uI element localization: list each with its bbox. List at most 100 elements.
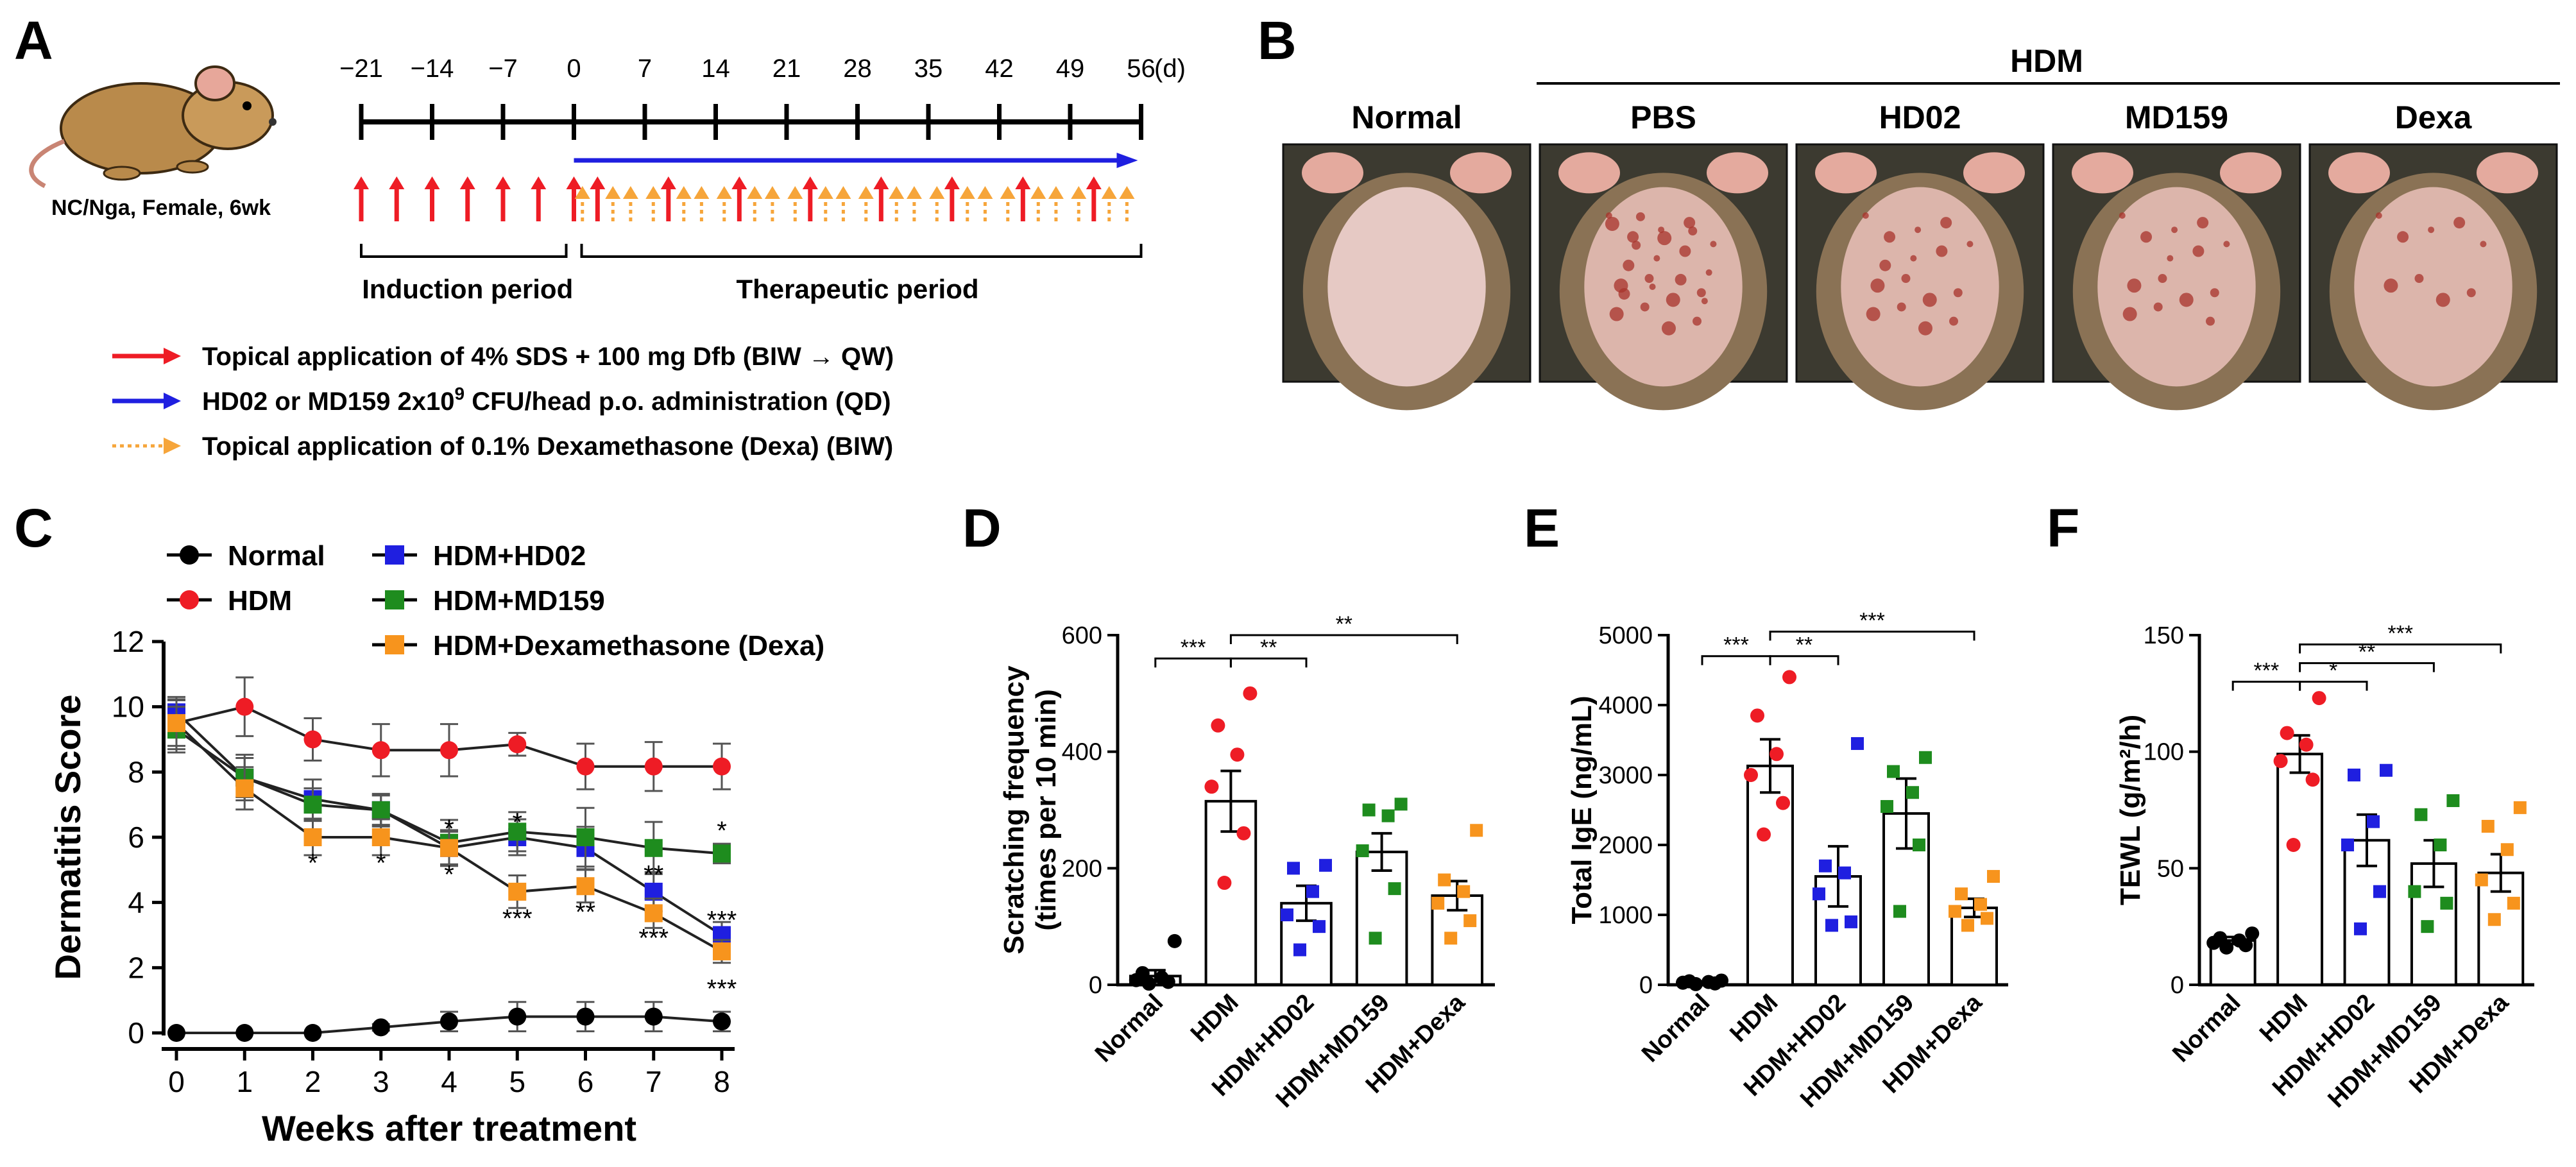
data-point [440, 839, 458, 857]
data-point [508, 735, 527, 754]
data-point [1776, 796, 1790, 810]
y-tick-label: 50 [2157, 855, 2184, 882]
x-tick-label: HDM [2255, 989, 2313, 1048]
y-tick-label: 10 [112, 690, 144, 724]
legend-label: Normal [228, 540, 325, 572]
photo-lesion [1627, 231, 1639, 243]
timeline-tick-label: 0 [567, 55, 581, 83]
data-point [2500, 843, 2514, 856]
photo-skin [2097, 187, 2256, 387]
data-point [1362, 803, 1376, 817]
timeline-tick-label: −7 [488, 55, 518, 83]
legend-marker [385, 635, 404, 654]
timeline-tick-label: 42 [985, 55, 1014, 83]
data-point [1750, 708, 1764, 723]
significance-label: ** [1796, 633, 1813, 658]
sds-arrow-head [944, 176, 960, 189]
data-point [1463, 914, 1477, 928]
photo-label: PBS [1630, 99, 1696, 135]
y-tick-label: 2000 [1598, 832, 1653, 859]
data-point [2305, 772, 2320, 787]
data-point [2446, 794, 2460, 807]
data-point [1906, 786, 1919, 799]
significance-star: * [376, 849, 386, 878]
data-point [2354, 922, 2367, 935]
dexa-arrow-head [645, 186, 661, 199]
photo-lesion [2158, 274, 2167, 284]
photo-lesion [1644, 274, 1654, 284]
data-point [371, 801, 390, 819]
photo-lesion [1901, 274, 1911, 284]
y-tick-label: 0 [1639, 972, 1653, 999]
data-point [576, 1007, 595, 1026]
photo-lesion [2192, 245, 2205, 257]
significance-bracket [1154, 657, 1232, 668]
photo-lesion [2428, 226, 2435, 234]
legend-text: Topical application of 4% SDS + 100 mg D… [202, 343, 894, 371]
photo-lesion [1679, 245, 1691, 257]
data-point [644, 839, 663, 857]
data-point [167, 1024, 185, 1042]
x-tick-label: HDM [1725, 989, 1783, 1048]
sds-arrow-head [495, 176, 511, 189]
sds-arrow-head [1086, 176, 1102, 189]
y-axis-label: TEWL (g/m²/h) [2115, 715, 2146, 905]
x-tick-label: Normal [2167, 989, 2246, 1068]
data-point [1819, 859, 1832, 873]
data-point [1961, 919, 1974, 932]
photo-lesion [1918, 321, 1932, 336]
data-point [1230, 747, 1245, 762]
photo-label: Dexa [2395, 99, 2473, 135]
data-point [576, 877, 595, 896]
data-point [1845, 915, 1857, 928]
hdm-group-header: HDM [2010, 43, 2083, 79]
panel-letter-a: A [14, 10, 53, 71]
data-point [1236, 826, 1251, 840]
photo-ear [2220, 152, 2282, 194]
data-point [1955, 887, 1968, 901]
significance-label: *** [1181, 635, 1206, 660]
dexa-arrow-head [605, 186, 621, 199]
dexa-arrow-head [929, 186, 945, 199]
data-point [1369, 932, 1382, 945]
data-point [303, 828, 322, 846]
significance-star: * [717, 817, 727, 845]
photo-lesion [1661, 321, 1676, 336]
photo-lesion [2210, 288, 2219, 298]
data-point [1470, 824, 1483, 837]
data-point [1744, 768, 1758, 782]
data-point [2286, 838, 2301, 852]
photo-lesion [1693, 316, 1702, 326]
data-point [1974, 898, 1987, 911]
data-point [1444, 932, 1458, 945]
legend-marker [385, 590, 404, 609]
significance-star: *** [707, 907, 737, 935]
panel-d: D 0 200 400 600 Scratching frequency (times p… [962, 498, 1495, 1113]
data-point [644, 1007, 663, 1026]
photo-lesion [2384, 278, 2398, 293]
data-point [1757, 827, 1771, 842]
data-point [1987, 870, 2000, 883]
data-point [1388, 882, 1401, 896]
dexa-arrow-head [574, 186, 590, 199]
panel-e: E 0 1000 2000 3000 4000 5000 Total IgE (ng/mL)… [1524, 498, 2008, 1113]
y-tick-label: 100 [2144, 739, 2184, 766]
data-point [2280, 726, 2294, 740]
mouse-photo [2308, 143, 2558, 411]
x-tick-label: 3 [373, 1065, 389, 1098]
photo-ear [2072, 152, 2133, 194]
photo-lesion [2119, 212, 2126, 219]
photo-lesion [1953, 288, 1963, 298]
significance-star: ** [576, 898, 595, 926]
legend-marker [180, 545, 199, 565]
data-point [1211, 718, 1225, 733]
sds-arrow-head [389, 176, 405, 189]
data-point [235, 697, 254, 716]
data-point [235, 1024, 254, 1042]
bar [1355, 850, 1408, 987]
y-tick-label: 3000 [1598, 762, 1653, 789]
y-axis-label: Total IgE (ng/mL) [1566, 695, 1598, 924]
photo-lesion [1922, 293, 1937, 307]
